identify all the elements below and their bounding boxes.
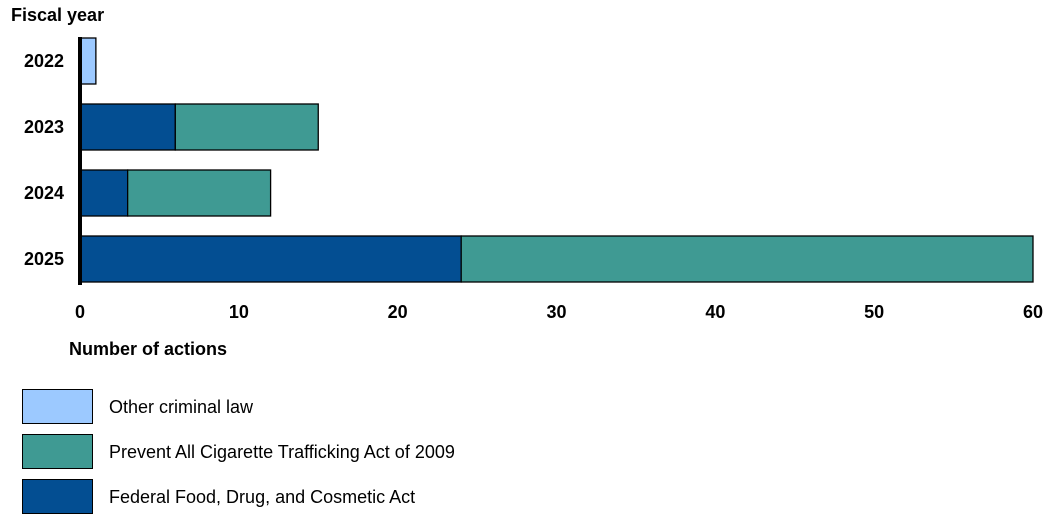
stacked-bar-chart: Fiscal year 2022 2023 2024 2025 0 10 20 30 40 50… [11,5,1043,359]
bars-group [79,37,1034,283]
legend-swatch [22,479,93,514]
y-axis-title: Fiscal year [11,5,104,25]
x-tick-label: 30 [546,302,566,322]
x-tick-label: 20 [388,302,408,322]
x-tick-label: 50 [864,302,884,322]
legend-swatch [22,434,93,469]
bar-2023-series-1 [174,103,319,151]
y-tick-label: 2024 [24,183,64,203]
y-tick-label: 2023 [24,117,64,137]
legend-label: Federal Food, Drug, and Cosmetic Act [109,487,416,507]
x-axis-title: Number of actions [69,339,227,359]
bar-2025-series-0 [79,235,462,283]
x-tick-label: 10 [229,302,249,322]
bar-2024-series-0 [79,169,129,217]
bar-2024-series-1 [127,169,272,217]
legend-label: Prevent All Cigarette Trafficking Act of… [109,442,455,462]
y-tick-label: 2022 [24,51,64,71]
legend-label: Other criminal law [109,397,254,417]
x-tick-label: 60 [1023,302,1043,322]
x-tick-label: 0 [75,302,85,322]
bar-2023-series-0 [79,103,176,151]
y-tick-label: 2025 [24,249,64,269]
bar-2022-series-2 [79,37,97,85]
x-tick-labels: 0 10 20 30 40 50 60 [75,302,1043,322]
legend-swatch [22,389,93,424]
x-tick-label: 40 [705,302,725,322]
y-tick-labels: 2022 2023 2024 2025 [24,51,64,269]
bar-2025-series-1 [460,235,1034,283]
